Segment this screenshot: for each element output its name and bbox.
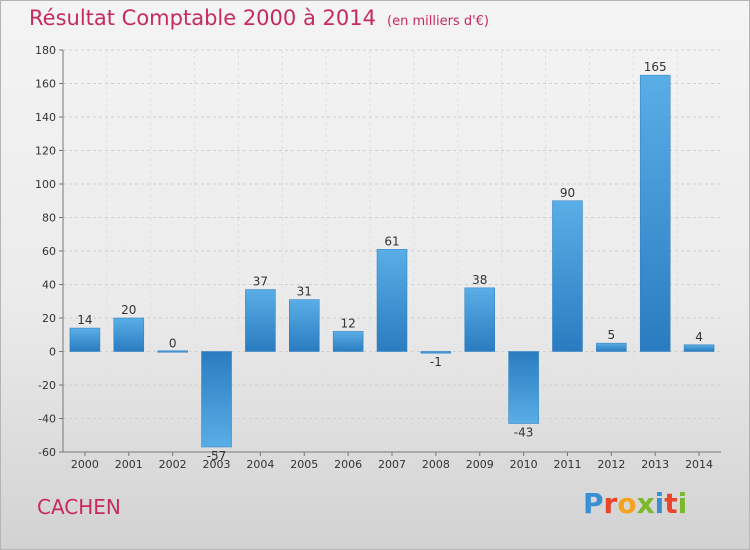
data-label: 4 bbox=[695, 330, 703, 344]
y-tick-label: 60 bbox=[42, 245, 56, 258]
bar bbox=[289, 299, 320, 352]
y-tick-label: 120 bbox=[35, 145, 56, 158]
data-label: 90 bbox=[560, 186, 575, 200]
x-tick-label: 2005 bbox=[290, 458, 318, 471]
data-label: 61 bbox=[384, 234, 399, 248]
logo-letter: x bbox=[636, 487, 655, 520]
x-tick-label: 2010 bbox=[510, 458, 538, 471]
bar bbox=[552, 200, 583, 352]
bar bbox=[332, 331, 364, 352]
x-tick-label: 2006 bbox=[334, 458, 362, 471]
data-label: 165 bbox=[644, 60, 667, 74]
x-tick-label: 2014 bbox=[685, 458, 713, 471]
data-label: -43 bbox=[514, 426, 534, 440]
x-tick-label: 2009 bbox=[466, 458, 494, 471]
bars bbox=[69, 74, 715, 448]
bar bbox=[508, 351, 539, 424]
y-tick-label: 80 bbox=[42, 212, 56, 225]
commune-name: CACHEN bbox=[37, 495, 121, 519]
bar bbox=[245, 289, 276, 352]
y-tick-label: -40 bbox=[38, 413, 56, 426]
title-row: Résultat Comptable 2000 à 2014 (en milli… bbox=[29, 6, 489, 30]
bar bbox=[201, 351, 232, 448]
logo-letter: t bbox=[664, 487, 678, 520]
x-tick-label: 2004 bbox=[246, 458, 274, 471]
data-labels: 14 20 0 -57 37 31 12 61 -1 38 -43 90 5 165 4 bbox=[77, 60, 703, 463]
logo-letter: i bbox=[654, 487, 665, 520]
y-tick-label: 0 bbox=[49, 346, 56, 359]
y-tick-label: 140 bbox=[35, 111, 56, 124]
data-label: -1 bbox=[430, 355, 442, 369]
data-label: 12 bbox=[340, 316, 355, 330]
data-label: 0 bbox=[169, 337, 177, 351]
data-label: 5 bbox=[608, 328, 616, 342]
y-tick-label: 160 bbox=[35, 78, 56, 91]
bar bbox=[376, 249, 408, 352]
y-tick-label: 100 bbox=[35, 178, 56, 191]
bar bbox=[420, 351, 452, 354]
y-tick-label: 180 bbox=[35, 44, 56, 57]
x-tick-label: 2001 bbox=[115, 458, 143, 471]
x-tick-label: 2000 bbox=[71, 458, 99, 471]
proxiti-logo: Proxiti bbox=[583, 487, 687, 520]
bar bbox=[639, 74, 671, 352]
y-tick-label: -20 bbox=[38, 379, 56, 392]
x-tick-label: 2003 bbox=[203, 458, 231, 471]
data-label: 14 bbox=[77, 313, 92, 327]
logo-letter: o bbox=[617, 487, 637, 520]
x-tick-label: 2007 bbox=[378, 458, 406, 471]
bar bbox=[113, 317, 145, 352]
data-label: 37 bbox=[253, 275, 268, 289]
data-label: 31 bbox=[297, 285, 312, 299]
bar bbox=[464, 287, 495, 352]
bar bbox=[683, 344, 715, 352]
data-label: 20 bbox=[121, 303, 136, 317]
x-tick-label: 2002 bbox=[159, 458, 187, 471]
y-tick-label: 20 bbox=[42, 312, 56, 325]
chart-title: Résultat Comptable 2000 à 2014 bbox=[29, 6, 376, 30]
data-label: -57 bbox=[207, 449, 227, 463]
logo-letter: r bbox=[603, 487, 618, 520]
logo-letter: P bbox=[583, 487, 604, 520]
y-tick-label: -60 bbox=[38, 446, 56, 459]
x-tick-label: 2012 bbox=[597, 458, 625, 471]
bar bbox=[596, 342, 627, 352]
x-tick-label: 2013 bbox=[641, 458, 669, 471]
chart-unit: (en milliers d'€) bbox=[387, 14, 489, 29]
x-tick-label: 2011 bbox=[553, 458, 581, 471]
y-tick-label: 40 bbox=[42, 279, 56, 292]
logo-letter: i bbox=[677, 487, 688, 520]
x-tick-label: 2008 bbox=[422, 458, 450, 471]
data-label: 38 bbox=[472, 273, 487, 287]
bar bbox=[157, 350, 188, 353]
bar bbox=[69, 327, 101, 352]
